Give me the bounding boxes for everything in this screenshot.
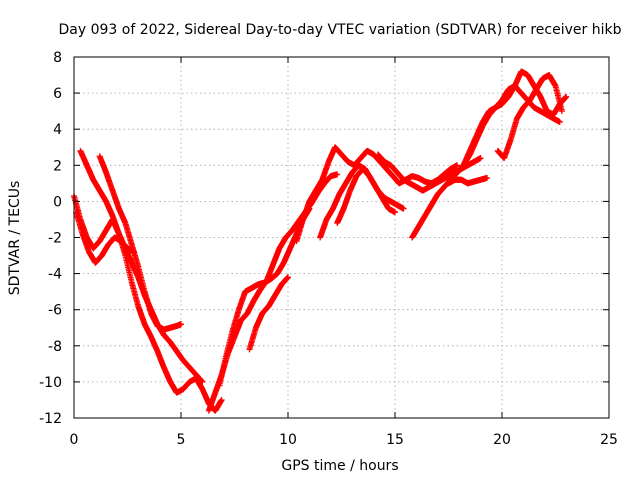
y-tick-label: 6 [53, 86, 62, 102]
x-tick-label: 10 [279, 432, 297, 448]
series-sat-track-12 [409, 82, 563, 241]
series-sat-track-10 [334, 165, 398, 227]
series-sat-track-5 [205, 171, 341, 414]
y-tick-label: -4 [48, 267, 62, 283]
y-tick-label: 2 [53, 158, 62, 174]
data-point [400, 205, 407, 212]
data-point [558, 108, 565, 115]
data-point [484, 174, 491, 181]
x-tick-label: 20 [493, 432, 511, 448]
data-point [130, 248, 137, 255]
x-tick-label: 5 [177, 432, 186, 448]
data-point [218, 396, 225, 403]
y-tick-label: -6 [48, 303, 62, 319]
data-point [178, 321, 184, 328]
data-point [454, 162, 461, 169]
y-tick-label: -8 [48, 339, 62, 355]
series-sat-track-7 [246, 274, 291, 353]
series-sat-track-11 [374, 151, 484, 194]
series-sat-track-15 [494, 72, 565, 162]
data-point [556, 118, 563, 125]
x-tick-labels: 0 5 10 15 20 25 [70, 432, 618, 448]
data-point [392, 209, 398, 216]
series-sat-track-14 [445, 174, 491, 187]
data-point [199, 378, 206, 385]
x-tick-label: 15 [386, 432, 404, 448]
data-point [285, 274, 291, 281]
y-tick-labels: -12 -10 -8 -6 -4 -2 0 2 4 6 8 [39, 50, 62, 427]
y-tick-label: 8 [53, 50, 62, 66]
series-sat-track-4 [73, 209, 137, 266]
data-point [477, 155, 484, 162]
y-axis-label: SDTVAR / TECUs [7, 181, 23, 296]
series-sat-track-13 [447, 68, 570, 183]
data-layer [71, 68, 570, 414]
series-sat-track-3 [96, 153, 184, 333]
y-tick-label: 0 [53, 194, 62, 210]
chart-title: Day 093 of 2022, Sidereal Day-to-day VTE… [59, 22, 622, 38]
y-tick-label: -10 [39, 375, 62, 391]
y-tick-label: -12 [39, 411, 62, 427]
series-sat-track-2 [77, 147, 206, 385]
grid [74, 57, 609, 418]
data-point [334, 171, 341, 178]
x-axis-label: GPS time / hours [281, 458, 398, 474]
y-tick-label: -2 [48, 231, 62, 247]
x-tick-label: 0 [70, 432, 79, 448]
x-tick-label: 25 [600, 432, 618, 448]
y-tick-label: 4 [53, 122, 62, 138]
data-point [563, 93, 570, 100]
ticks [73, 56, 610, 419]
